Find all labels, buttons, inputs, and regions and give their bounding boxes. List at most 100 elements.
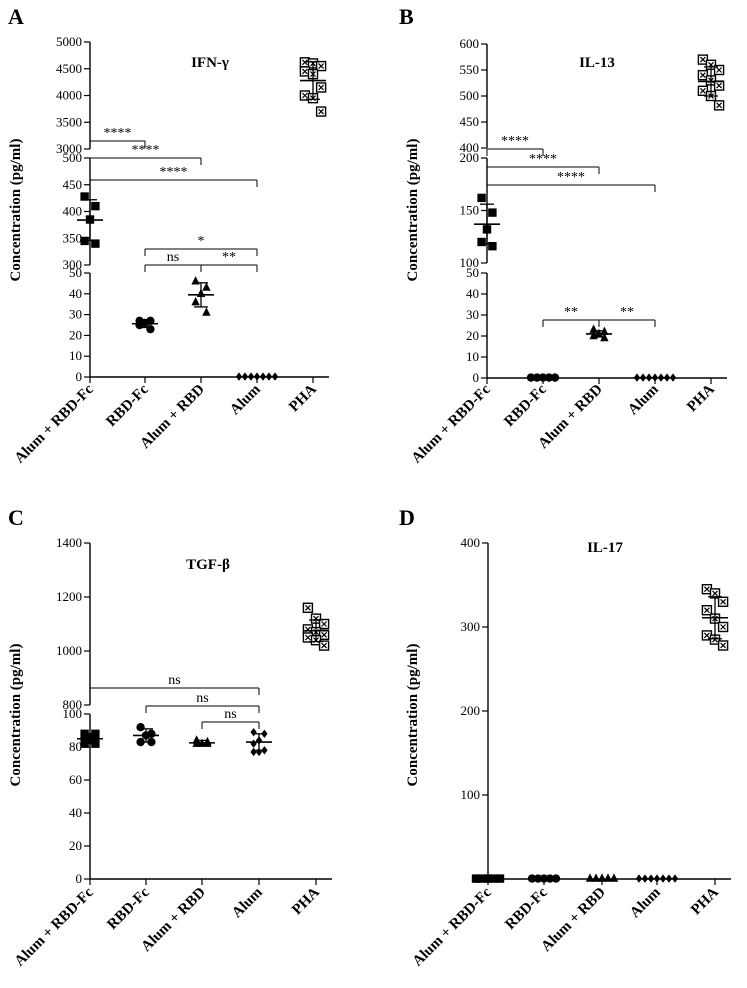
series-alum [246, 727, 272, 757]
panel-B: B IL-13 Concentration (pg/ml) 0 10 20 30 40 5010… [399, 4, 727, 467]
y-tick-label: 550 [460, 62, 480, 77]
data-point [318, 640, 330, 651]
data-point [585, 873, 595, 882]
data-point [489, 874, 499, 883]
significance-label: **** [501, 134, 529, 149]
marker-cross [699, 72, 706, 79]
data-point [665, 874, 673, 883]
x-category-label: RBD-Fc [103, 381, 152, 430]
data-point [603, 873, 613, 882]
data-point [241, 372, 249, 381]
panel-letter: A [8, 4, 24, 29]
data-point [315, 106, 327, 117]
data-point [641, 874, 649, 883]
significance-bracket: **** [89, 165, 258, 187]
y-tick-label: 10 [466, 349, 479, 364]
y-tick-label: 4500 [56, 61, 82, 76]
y-tick-label: 500 [460, 88, 480, 103]
data-point [477, 874, 487, 883]
x-category-label: PHA [286, 381, 320, 415]
data-point [259, 372, 267, 381]
marker-cross [321, 621, 328, 627]
significance-bracket: ns [89, 673, 260, 695]
series-alum-rbd [585, 873, 619, 882]
significance-label: **** [104, 126, 132, 141]
y-tick-label: 3500 [56, 114, 82, 129]
x-category-label: Alum + RBD-Fc [12, 381, 97, 466]
x-category-label: PHA [289, 884, 323, 918]
y-tick-label: 20 [69, 327, 82, 342]
data-point [533, 874, 543, 883]
y-tick-label: 0 [76, 369, 83, 384]
panel-C: C TGF-β Concentration (pg/ml) 0 20 40 60 80 1008… [8, 505, 332, 970]
data-point [250, 739, 257, 748]
panel-title: TGF-β [186, 557, 230, 573]
data-point [713, 80, 725, 91]
marker-cross [703, 586, 710, 593]
significance-bracket: * [144, 234, 258, 256]
x-category-label: Alum [229, 884, 266, 921]
data-point [255, 747, 263, 757]
marker-cross [699, 56, 706, 63]
x-category-label: RBD-Fc [104, 884, 153, 933]
series-alum [635, 874, 679, 883]
data-point [80, 192, 89, 201]
marker-cross [720, 598, 727, 605]
y-tick-label: 200 [461, 703, 481, 718]
data-point [669, 373, 677, 382]
data-point [247, 372, 255, 381]
series-alum-rbd-fc [474, 193, 500, 251]
y-tick-label: 80 [69, 739, 82, 754]
y-tick-label: 1000 [56, 643, 82, 658]
data-point [659, 874, 667, 883]
y-tick-label: 600 [460, 36, 480, 51]
series-rbd-fc [133, 723, 159, 747]
significance-bracket: ns [144, 250, 202, 272]
data-point [471, 874, 481, 883]
x-category-label: Alum + RBD-Fc [409, 381, 494, 466]
series-rbd-fc [526, 373, 560, 382]
y-tick-label: 5000 [56, 34, 82, 49]
significance-label: **** [160, 165, 188, 180]
data-point [651, 373, 659, 382]
significance-bracket: **** [89, 143, 202, 165]
y-tick-label: 1400 [56, 535, 82, 550]
marker-cross [318, 63, 325, 69]
data-point [635, 874, 643, 883]
data-point [136, 723, 145, 732]
data-point [146, 324, 155, 334]
data-point [701, 605, 713, 616]
data-point [302, 602, 314, 613]
significance-label: * [198, 234, 205, 249]
marker-cross [318, 84, 325, 91]
data-point [671, 874, 679, 883]
y-axis-label: Concentration (pg/ml) [8, 644, 24, 787]
series-alum [235, 372, 279, 381]
y-tick-label: 100 [460, 255, 480, 270]
marker-cross [703, 632, 710, 639]
series-alum-rbd-fc [77, 192, 103, 248]
data-point [717, 640, 729, 651]
marker-cross [716, 102, 723, 109]
y-tick-label: 0 [473, 370, 480, 385]
data-point [477, 237, 486, 247]
marker-cross [321, 642, 328, 649]
significance-bracket: ** [542, 305, 600, 327]
y-tick-label: 400 [461, 535, 481, 550]
marker-cross [301, 68, 308, 75]
marker-cross [301, 59, 308, 66]
significance-label: ** [564, 305, 578, 320]
data-point [495, 874, 505, 883]
x-category-label: RBD-Fc [501, 381, 550, 430]
data-point [527, 874, 537, 883]
y-tick-label: 30 [466, 307, 479, 322]
significance-bracket: ns [145, 691, 260, 713]
x-category-label: RBD-Fc [502, 884, 551, 933]
significance-label: ** [620, 305, 634, 320]
y-axis-label: Concentration (pg/ml) [8, 139, 24, 282]
y-tick-label: 350 [63, 230, 83, 245]
series-alum-rbd-fc [77, 729, 103, 748]
series-pha [302, 602, 330, 651]
panel-title: IL-17 [587, 540, 623, 556]
marker-cross [720, 642, 727, 649]
